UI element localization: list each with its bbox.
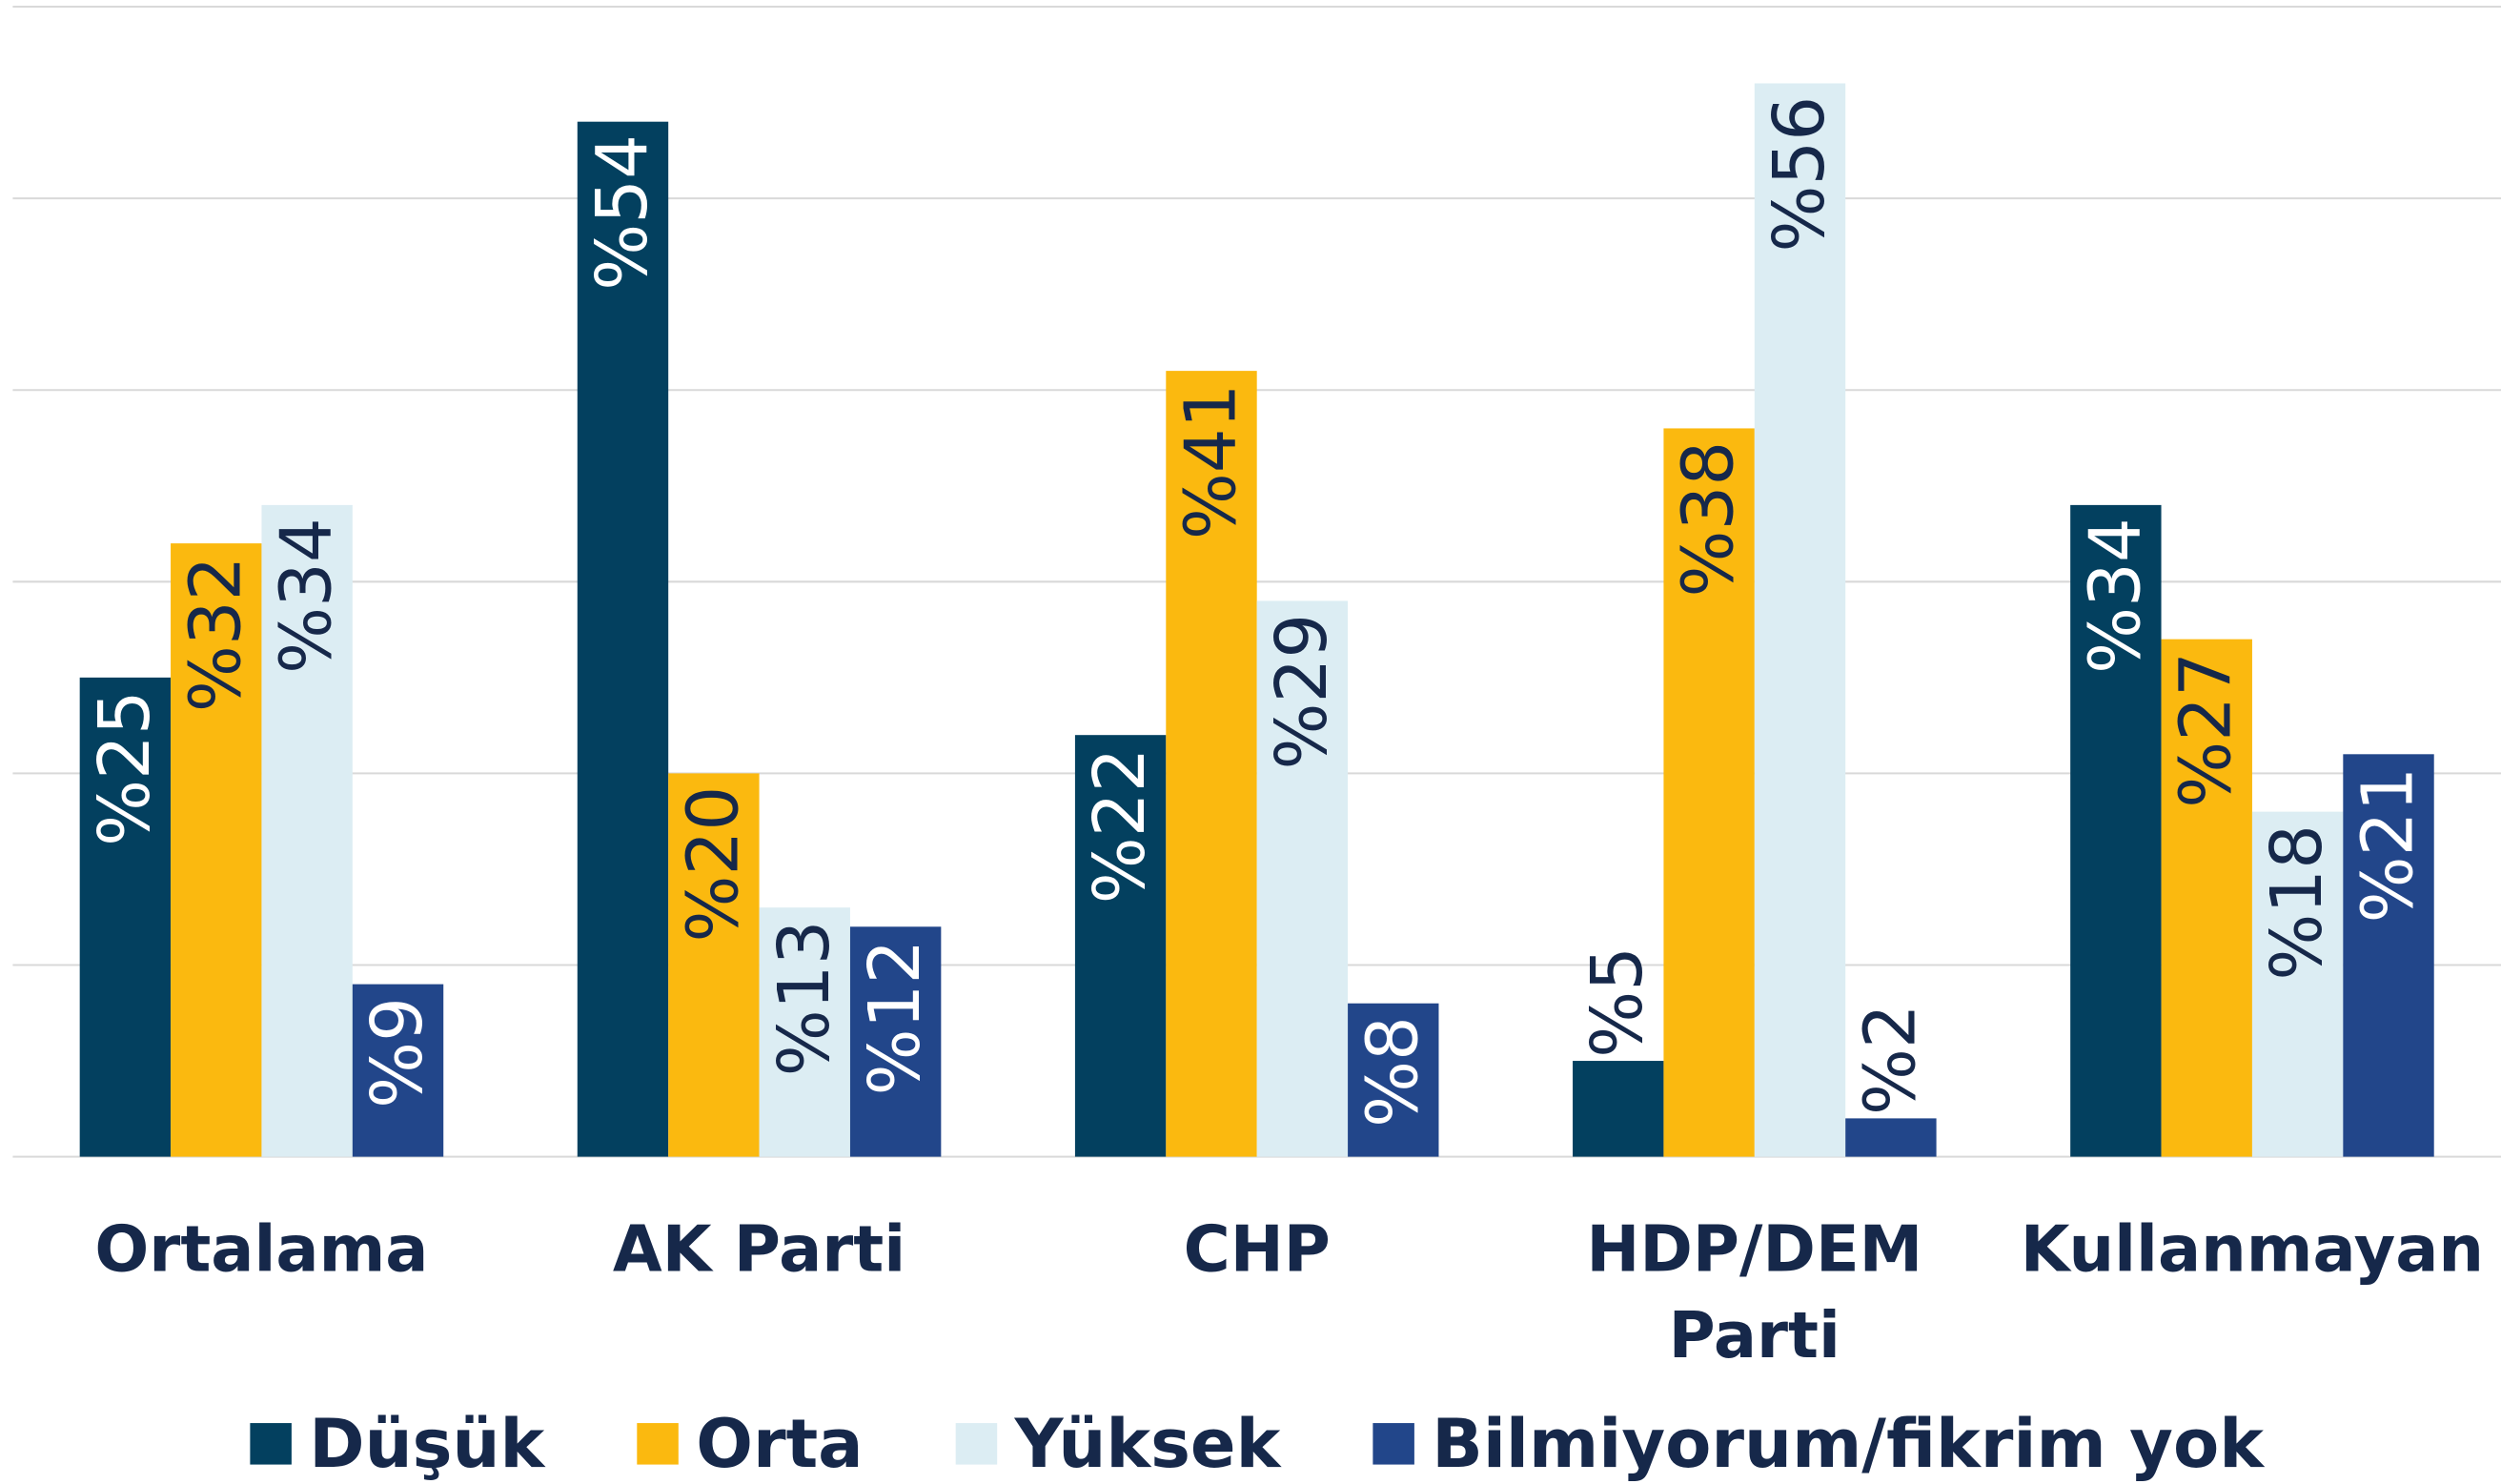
bar [171, 543, 262, 1157]
bar [1166, 371, 1257, 1157]
value-label: %5 [1577, 946, 1658, 1058]
bar [2161, 639, 2252, 1157]
x-tick-label-line: Parti [1669, 1298, 1840, 1372]
bar [1754, 83, 1846, 1157]
value-label: %2 [1850, 1004, 1931, 1115]
legend-swatch [250, 1423, 292, 1465]
value-label: %20 [673, 786, 754, 943]
value-label: %54 [582, 134, 663, 291]
bar [668, 773, 760, 1157]
bar [1074, 735, 1167, 1157]
value-label: %8 [1352, 1016, 1434, 1128]
value-label: %38 [1669, 441, 1750, 598]
bar [2343, 754, 2434, 1157]
x-tick-label: Kullanmayan [2021, 1212, 2484, 1287]
x-tick-label: AK Parti [613, 1212, 905, 1287]
value-label: %18 [2257, 824, 2338, 981]
bar [79, 677, 172, 1157]
bar [1348, 1003, 1439, 1157]
bar [2251, 811, 2344, 1157]
legend-swatch [955, 1423, 998, 1465]
value-label: %13 [764, 921, 845, 1077]
bar [759, 907, 850, 1157]
bar [352, 984, 444, 1157]
legend: Düşük Orta Yüksek Bilmiyorum/fikrim yok [250, 1405, 2266, 1483]
bar [849, 926, 942, 1157]
legend-label: Düşük [309, 1405, 546, 1483]
bar [1663, 428, 1755, 1157]
legend-label: Yüksek [1014, 1405, 1283, 1483]
legend-label: Bilmiyorum/fikrim yok [1432, 1405, 2266, 1483]
value-label: %41 [1171, 383, 1252, 539]
legend-label: Orta [696, 1405, 863, 1483]
legend-swatch [637, 1423, 679, 1465]
legend-swatch [1372, 1423, 1414, 1465]
bar [261, 504, 353, 1157]
value-label: %21 [2348, 767, 2430, 924]
value-label: %32 [175, 556, 256, 712]
x-tick-label: HDP/DEM Parti [1586, 1212, 1922, 1372]
value-label: %22 [1080, 748, 1161, 905]
x-tick-label-line: HDP/DEM [1586, 1212, 1922, 1287]
value-label: %34 [267, 518, 348, 674]
x-tick-label: CHP [1184, 1212, 1331, 1287]
bar [2070, 504, 2162, 1157]
bar [577, 121, 669, 1157]
x-tick-label: Ortalama [94, 1212, 428, 1287]
bar [1845, 1118, 1937, 1157]
value-label: %25 [85, 690, 166, 846]
value-label: %34 [2075, 518, 2156, 674]
value-label: %9 [357, 997, 438, 1108]
value-label: %56 [1759, 96, 1840, 253]
value-label: %29 [1262, 614, 1343, 770]
bar [1573, 1061, 1664, 1157]
bar [1256, 600, 1349, 1157]
value-label: %12 [855, 940, 936, 1096]
value-label: %27 [2166, 652, 2247, 808]
